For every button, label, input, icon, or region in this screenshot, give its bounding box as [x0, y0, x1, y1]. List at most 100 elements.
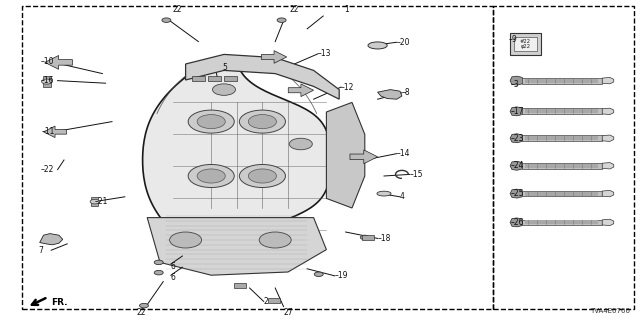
Polygon shape	[186, 54, 339, 99]
Text: 2: 2	[264, 297, 268, 306]
Polygon shape	[510, 161, 524, 170]
Text: –21: –21	[95, 197, 108, 206]
Text: –15: –15	[410, 170, 423, 179]
Circle shape	[197, 115, 225, 129]
Polygon shape	[510, 189, 524, 198]
Text: 22: 22	[137, 308, 147, 317]
Polygon shape	[510, 218, 524, 227]
Polygon shape	[378, 90, 402, 99]
Circle shape	[212, 84, 236, 95]
Bar	[525, 136, 598, 140]
Text: –22: –22	[40, 165, 54, 174]
Circle shape	[154, 260, 163, 265]
Bar	[234, 283, 246, 288]
Polygon shape	[326, 102, 365, 208]
Text: –11: –11	[42, 127, 55, 136]
Text: –26: –26	[511, 218, 524, 227]
Ellipse shape	[377, 191, 391, 196]
Text: –14: –14	[397, 149, 410, 158]
Text: –18: –18	[378, 234, 391, 243]
Text: –23: –23	[511, 134, 524, 143]
Polygon shape	[143, 57, 331, 263]
Polygon shape	[350, 150, 378, 164]
Bar	[224, 76, 237, 81]
Text: –13: –13	[318, 49, 332, 58]
Circle shape	[239, 164, 285, 188]
Circle shape	[42, 79, 52, 84]
Text: 22: 22	[289, 5, 299, 14]
Bar	[510, 33, 541, 55]
Polygon shape	[45, 55, 72, 69]
Bar	[525, 164, 598, 168]
Text: 6: 6	[171, 262, 176, 271]
Text: –17: –17	[511, 107, 524, 116]
Circle shape	[90, 199, 99, 204]
Ellipse shape	[368, 42, 387, 49]
Text: 4: 4	[400, 192, 405, 201]
Text: –16: –16	[40, 76, 54, 85]
Polygon shape	[147, 218, 326, 275]
Polygon shape	[44, 126, 67, 138]
Bar	[525, 109, 598, 113]
Circle shape	[314, 272, 323, 276]
Text: –12: –12	[341, 83, 355, 92]
Circle shape	[289, 138, 312, 150]
Text: TVA4E0700: TVA4E0700	[590, 308, 630, 314]
Polygon shape	[510, 76, 524, 85]
Polygon shape	[602, 135, 614, 141]
Circle shape	[277, 18, 286, 22]
Text: –3: –3	[511, 80, 520, 89]
Text: –8: –8	[402, 88, 410, 97]
Text: 1: 1	[344, 5, 349, 14]
Bar	[522, 108, 602, 114]
Circle shape	[248, 169, 276, 183]
Bar	[522, 163, 602, 169]
Polygon shape	[261, 51, 287, 63]
Bar	[22, 6, 493, 309]
Text: 5: 5	[223, 63, 228, 72]
Circle shape	[154, 270, 163, 275]
Text: –24: –24	[511, 161, 524, 170]
Text: –19: –19	[335, 271, 348, 280]
Circle shape	[188, 110, 234, 133]
Polygon shape	[40, 234, 63, 245]
Bar	[268, 298, 280, 303]
Polygon shape	[510, 134, 524, 143]
Bar	[208, 76, 221, 81]
Polygon shape	[510, 107, 524, 116]
Text: 27: 27	[284, 308, 293, 317]
Bar	[522, 191, 602, 196]
Polygon shape	[602, 108, 614, 115]
Text: FR.: FR.	[51, 298, 68, 307]
Circle shape	[197, 169, 225, 183]
Bar	[192, 76, 205, 81]
Circle shape	[162, 18, 171, 22]
Bar	[525, 79, 598, 83]
Circle shape	[239, 110, 285, 133]
Circle shape	[170, 232, 202, 248]
Text: –25: –25	[511, 189, 524, 198]
Circle shape	[248, 115, 276, 129]
Text: 6: 6	[171, 273, 176, 282]
Text: 7: 7	[38, 246, 44, 255]
Bar	[525, 192, 598, 196]
Bar	[522, 135, 602, 141]
Text: φ22: φ22	[520, 44, 531, 49]
Text: –10: –10	[40, 57, 54, 66]
Text: #22: #22	[520, 39, 531, 44]
Circle shape	[140, 303, 148, 308]
Polygon shape	[602, 190, 614, 197]
Polygon shape	[602, 163, 614, 169]
Bar	[522, 220, 602, 225]
Circle shape	[259, 232, 291, 248]
Bar	[522, 78, 602, 84]
Text: –20: –20	[397, 38, 410, 47]
Polygon shape	[602, 77, 614, 84]
Text: –9: –9	[509, 36, 518, 44]
Text: 22: 22	[173, 5, 182, 14]
Bar	[493, 6, 634, 309]
Bar	[525, 220, 598, 224]
Bar	[43, 76, 51, 87]
Bar	[514, 37, 537, 51]
Bar	[362, 235, 374, 240]
